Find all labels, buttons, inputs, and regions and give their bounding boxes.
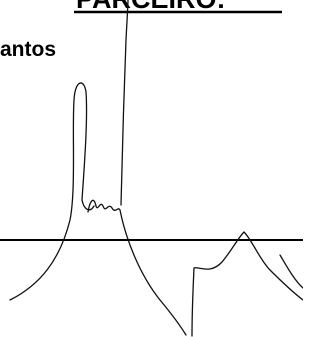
field-label: antos <box>0 38 56 61</box>
page: PARCEIRO: antos (() => { const data = JS… <box>0 0 303 337</box>
scanned-document: PARCEIRO: antos <box>0 0 303 337</box>
